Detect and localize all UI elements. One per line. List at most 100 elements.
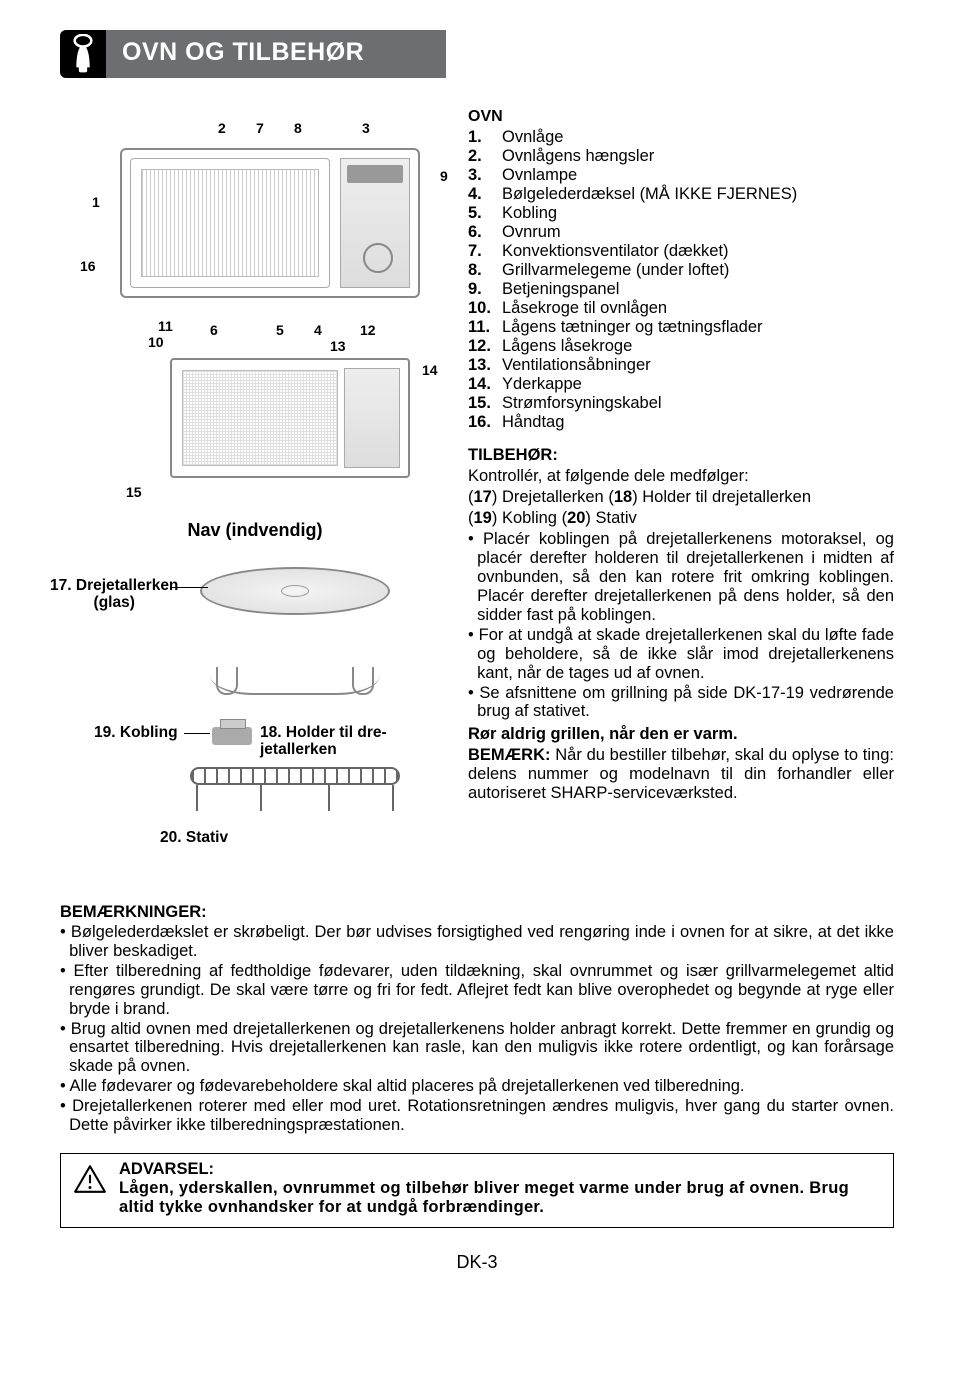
ovn-item-number: 10. <box>468 299 502 318</box>
warning-box: ADVARSEL: Lågen, yderskallen, ovnrummet … <box>60 1153 894 1228</box>
label-holder: 18. Holder til dre- jetallerken <box>260 724 387 758</box>
callout-3: 3 <box>362 120 370 136</box>
callout-16: 16 <box>80 258 96 274</box>
callout-9: 9 <box>440 168 448 184</box>
label-20-text: Stativ <box>186 829 228 846</box>
label-drejetallerken: 17. Drejetallerken (glas) <box>50 577 178 611</box>
ovn-item: 14.Yderkappe <box>468 375 894 394</box>
ovn-parts-list: 1.Ovnlåge2.Ovnlågens hængsler3.Ovnlampe4… <box>468 128 894 432</box>
ovn-item-text: Betjeningspanel <box>502 280 894 299</box>
ovn-item: 12.Lågens låsekroge <box>468 337 894 356</box>
ovn-item-text: Ovnlampe <box>502 166 894 185</box>
ovn-item: 15.Strømforsyningskabel <box>468 394 894 413</box>
ovn-item-number: 7. <box>468 242 502 261</box>
page-number: DK-3 <box>60 1252 894 1273</box>
accessories-diagram: 17. Drejetallerken (glas) 19. Kobling 18… <box>60 557 450 887</box>
left-column: 1 2 7 8 3 9 16 11 10 6 5 4 12 13 14 15 N… <box>60 108 450 887</box>
callout-6: 6 <box>210 322 218 338</box>
tilbehor-bullet: For at undgå at skade drejetallerkenen s… <box>468 626 894 683</box>
tilbehor-line1: (17) Drejetallerken (18) Holder til drej… <box>468 488 894 507</box>
ovn-item-text: Ovnlågens hængsler <box>502 147 894 166</box>
ovn-item-number: 9. <box>468 280 502 299</box>
page-header: OVN OG TILBEHØR <box>60 30 894 78</box>
label-20-num: 20. <box>160 829 182 846</box>
label-19-num: 19. <box>94 724 116 741</box>
tilbehor-intro: Kontrollér, at følgende dele medfølger: <box>468 467 894 486</box>
microwave-body <box>120 148 420 298</box>
label-kobling: 19. Kobling <box>94 724 178 741</box>
label-17-sub: (glas) <box>50 594 178 611</box>
ovn-item-text: Ovnlåge <box>502 128 894 147</box>
microwave-window <box>141 169 319 277</box>
ovn-item-text: Ovnrum <box>502 223 894 242</box>
ovn-heading: OVN <box>468 108 894 126</box>
ovn-item-number: 3. <box>468 166 502 185</box>
microwave-panel <box>340 158 410 288</box>
callout-14: 14 <box>422 362 438 378</box>
callout-2: 2 <box>218 120 226 136</box>
ror-warning: Rør aldrig grillen, når den er varm. <box>468 725 894 744</box>
ovn-item: 6.Ovnrum <box>468 223 894 242</box>
leader-17 <box>172 587 208 588</box>
microwave-door <box>130 158 330 288</box>
coupling-shape <box>212 727 252 745</box>
ovn-item: 16.Håndtag <box>468 413 894 432</box>
ovn-item-number: 12. <box>468 337 502 356</box>
label-19-text: Kobling <box>120 724 178 741</box>
label-18-num: 18. <box>260 724 282 741</box>
ovn-item-text: Konvektionsventilator (dækket) <box>502 242 894 261</box>
ovn-item: 11.Lågens tætninger og tætningsflader <box>468 318 894 337</box>
ovn-item-text: Strømforsyningskabel <box>502 394 894 413</box>
ovn-item-text: Kobling <box>502 204 894 223</box>
rack-shape <box>190 767 400 811</box>
microwave-inside <box>170 358 410 478</box>
bottom-bullet: Bølgelederdækslet er skrøbeligt. Der bør… <box>60 923 894 961</box>
ovn-item: 10.Låsekroge til ovnlågen <box>468 299 894 318</box>
bottom-section: BEMÆRKNINGER: Bølgelederdækslet er skrøb… <box>60 903 894 1136</box>
tilbehor-line2: (19) Kobling (20) Stativ <box>468 509 894 528</box>
ovn-item: 9.Betjeningspanel <box>468 280 894 299</box>
callout-11: 11 <box>158 318 173 334</box>
ovn-item-text: Låsekroge til ovnlågen <box>502 299 894 318</box>
warning-triangle-icon <box>73 1164 107 1194</box>
turntable-shape <box>200 567 390 615</box>
ovn-item-text: Håndtag <box>502 413 894 432</box>
ovn-item-number: 2. <box>468 147 502 166</box>
label-stativ: 20. Stativ <box>160 829 228 846</box>
ovn-item-number: 16. <box>468 413 502 432</box>
microwave-front-diagram: 1 2 7 8 3 9 16 11 10 6 5 4 12 <box>80 108 450 348</box>
ovn-item-text: Grillvarmelegeme (under loftet) <box>502 261 894 280</box>
bottom-bullet: Brug altid ovnen med drejetallerkenen og… <box>60 1020 894 1077</box>
bemark-note: BEMÆRK: Når du bestiller tilbehør, skal … <box>468 746 894 803</box>
tilbehor-bullet: Placér koblingen på drejetallerkenens mo… <box>468 530 894 625</box>
microwave-rear-diagram: 13 14 15 <box>120 338 450 508</box>
ovn-item-number: 14. <box>468 375 502 394</box>
warning-text: ADVARSEL: Lågen, yderskallen, ovnrummet … <box>119 1160 881 1217</box>
ovn-item: 13.Ventilationsåbninger <box>468 356 894 375</box>
bottom-bullet: Efter tilberedning af fedtholdige fødeva… <box>60 962 894 1019</box>
support-shape <box>210 655 380 695</box>
callout-1: 1 <box>92 194 100 210</box>
ovn-item-number: 6. <box>468 223 502 242</box>
label-18-text: Holder til dre- <box>286 724 387 741</box>
ovn-item-number: 11. <box>468 318 502 337</box>
warning-body: Lågen, yderskallen, ovnrummet og tilbehø… <box>119 1179 881 1217</box>
ovn-item-text: Bølgelederdæksel (MÅ IKKE FJERNES) <box>502 185 894 204</box>
callout-12: 12 <box>360 322 376 338</box>
ovn-item-number: 1. <box>468 128 502 147</box>
ovn-item-number: 4. <box>468 185 502 204</box>
right-column: OVN 1.Ovnlåge2.Ovnlågens hængsler3.Ovnla… <box>468 108 894 887</box>
ovn-item-text: Lågens låsekroge <box>502 337 894 356</box>
tilbehor-bullets: Placér koblingen på drejetallerkenens mo… <box>468 530 894 722</box>
label-18-sub: jetallerken <box>260 741 387 758</box>
callout-5: 5 <box>276 322 284 338</box>
nav-title: Nav (indvendig) <box>60 520 450 541</box>
callout-4: 4 <box>314 322 322 338</box>
ovn-item: 4.Bølgelederdæksel (MÅ IKKE FJERNES) <box>468 185 894 204</box>
callout-7: 7 <box>256 120 264 136</box>
header-title: OVN OG TILBEHØR <box>106 30 446 78</box>
label-17-num: 17. <box>50 577 72 594</box>
leader-19 <box>184 733 210 734</box>
ovn-item-number: 5. <box>468 204 502 223</box>
tilbehor-bullet: Se afsnittene om grillning på side DK-17… <box>468 684 894 722</box>
